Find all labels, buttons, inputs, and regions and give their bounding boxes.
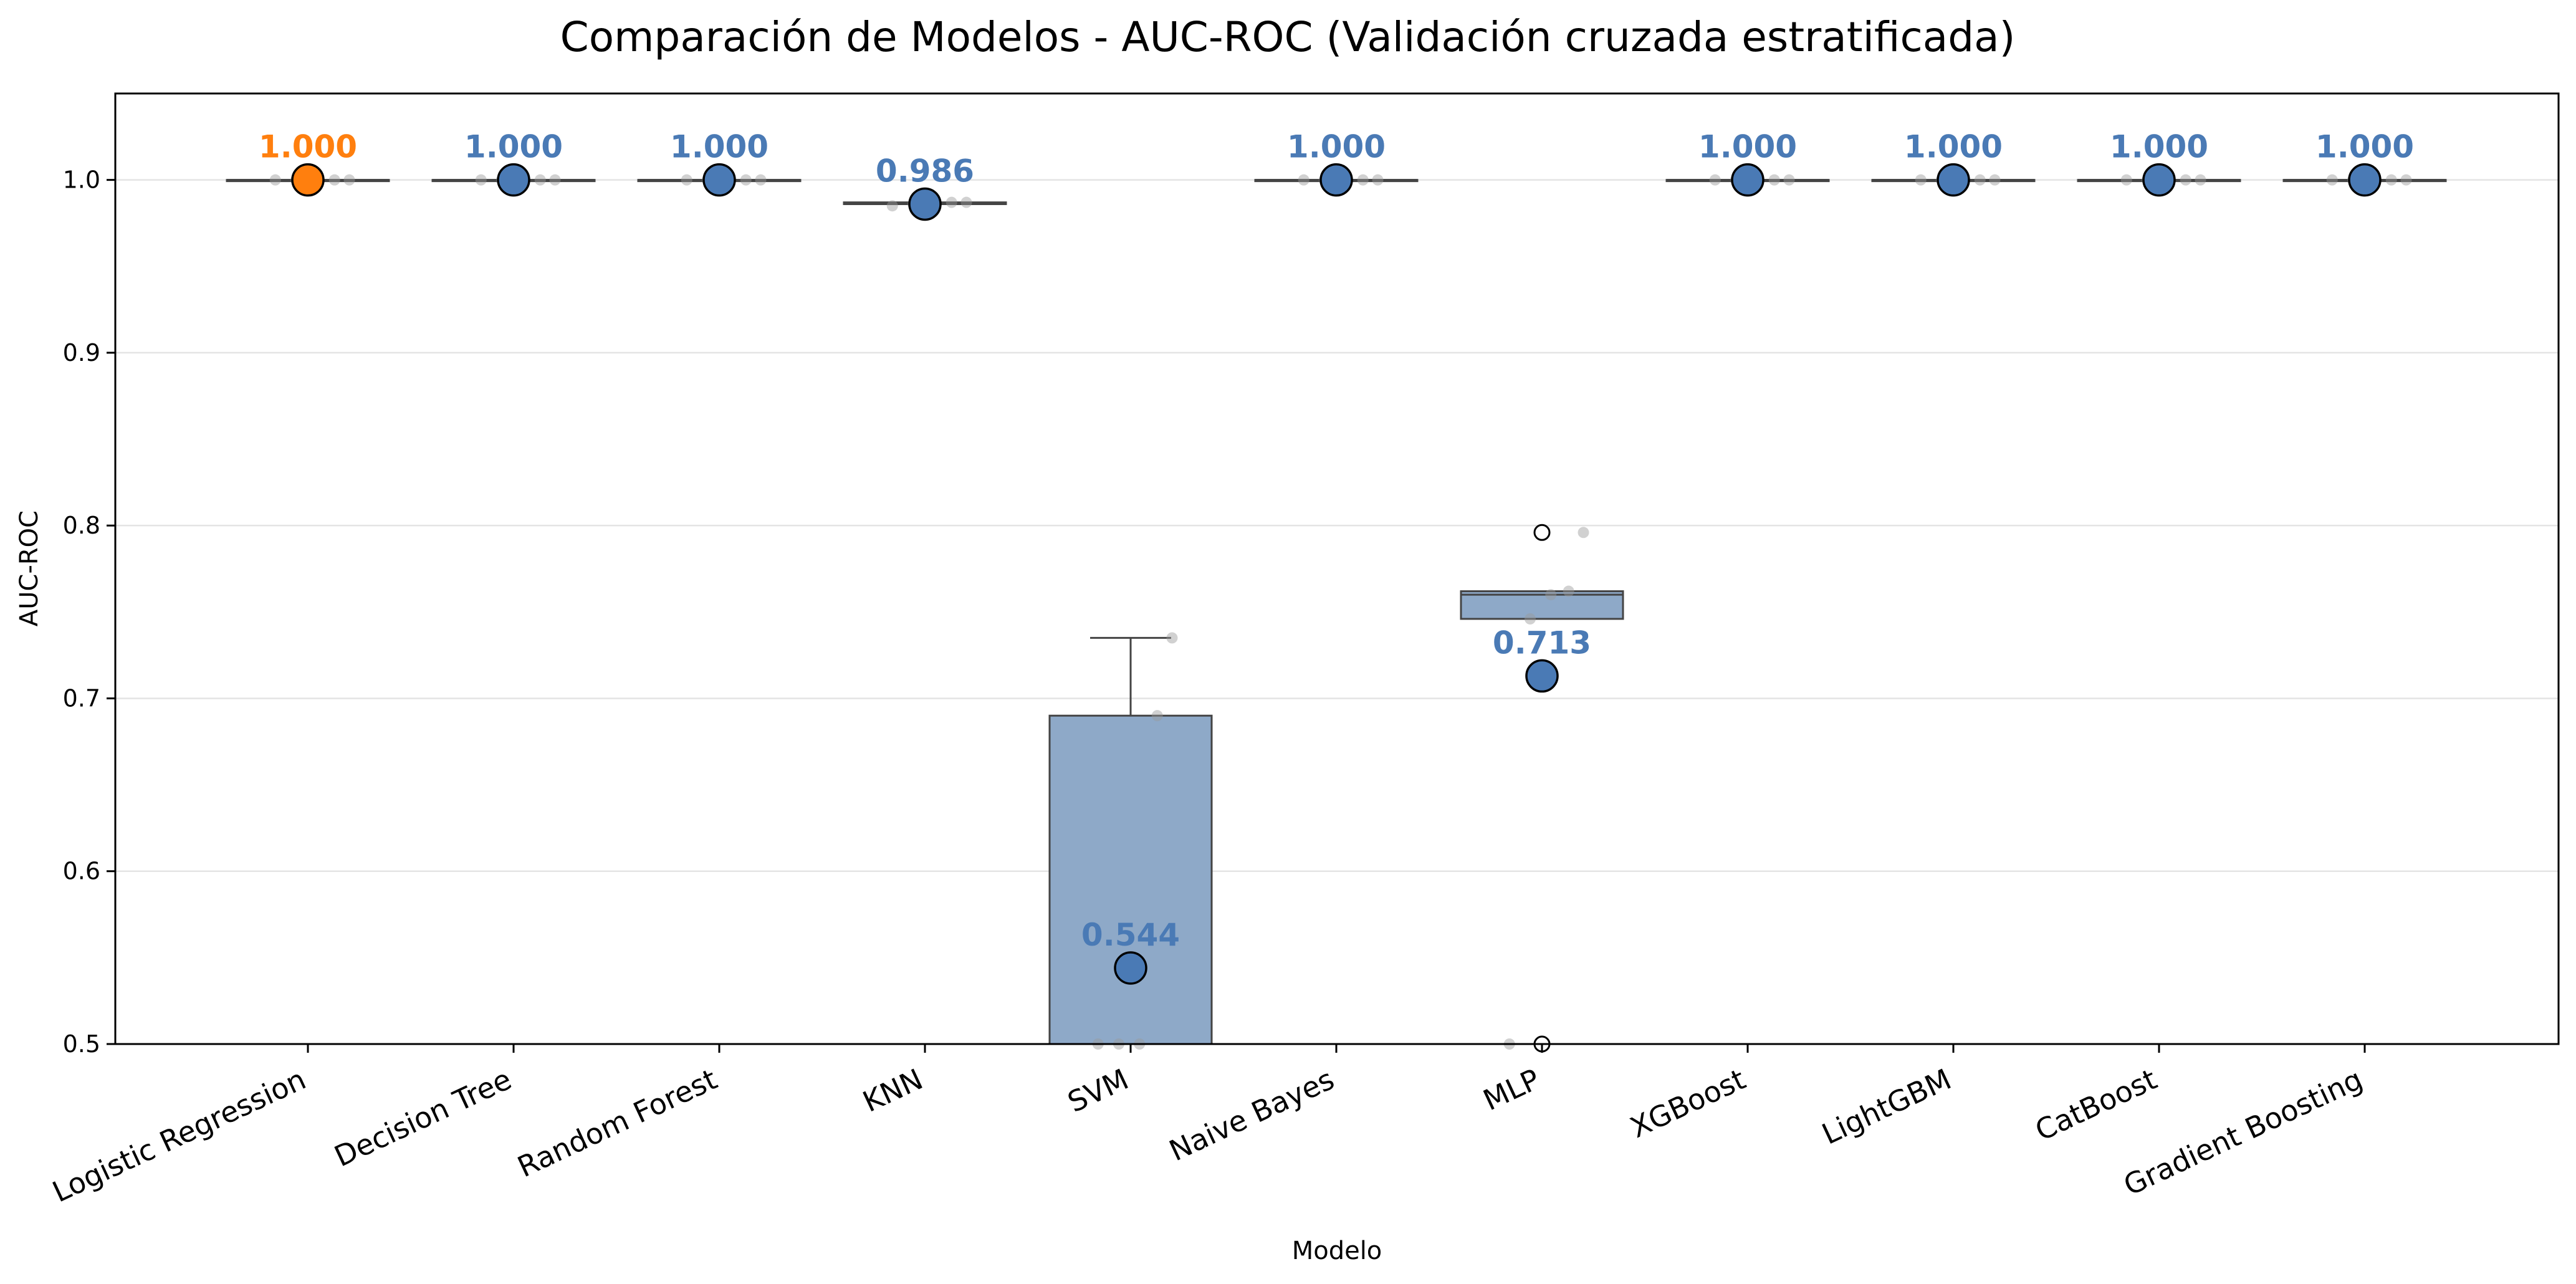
fold-point	[2385, 174, 2397, 186]
y-tick-label: 0.7	[63, 684, 100, 712]
mean-marker	[2142, 163, 2176, 197]
y-axis-ticks: 0.5 0.6 0.7 0.8 0.9 1.0	[63, 166, 115, 1058]
fold-point	[755, 174, 767, 186]
mean-marker	[291, 163, 325, 197]
fold-point	[681, 174, 692, 186]
mean-marker	[1319, 163, 1353, 197]
y-tick-label: 1.0	[63, 166, 100, 194]
mean-marker	[908, 187, 942, 221]
fold-point	[1768, 174, 1780, 186]
box-iqr	[1048, 714, 1213, 1045]
outlier-point	[1533, 524, 1551, 541]
fold-point	[1563, 585, 1574, 597]
chart-title: Comparación de Modelos - AUC-ROC (Valida…	[560, 13, 2016, 61]
x-tick-label: LightGBM	[1817, 1062, 1956, 1151]
fold-point	[1915, 174, 1927, 186]
mean-label: 1.000	[1698, 129, 1797, 165]
mean-marker	[2348, 163, 2382, 197]
fold-point	[343, 174, 355, 186]
fold-point	[1545, 589, 1557, 601]
mean-label: 1.000	[1904, 129, 2003, 165]
x-tick-label: MLP	[1478, 1062, 1544, 1117]
mean-label: 1.000	[1287, 129, 1386, 165]
fold-point	[886, 200, 898, 212]
x-axis-label: Modelo	[1292, 1237, 1382, 1265]
fold-point	[2120, 174, 2132, 186]
x-tick-label: Naive Bayes	[1164, 1062, 1339, 1167]
mean-label: 1.000	[2110, 129, 2208, 165]
mean-marker	[1525, 659, 1559, 693]
fold-points	[269, 174, 2412, 1050]
x-tick-label: XGBoost	[1625, 1062, 1750, 1144]
fold-point	[1578, 527, 1589, 539]
x-tick-label: Decision Tree	[329, 1062, 516, 1173]
fold-point	[534, 174, 546, 186]
mean-marker	[1937, 163, 1970, 197]
gridlines	[115, 179, 2559, 1045]
fold-point	[946, 196, 957, 208]
y-axis-label: AUC-ROC	[15, 510, 44, 626]
fold-point	[2195, 174, 2206, 186]
fold-point	[1372, 174, 1384, 186]
x-tick-label: CatBoost	[2030, 1062, 2162, 1147]
mean-label: 1.000	[259, 129, 357, 165]
fold-point	[740, 174, 752, 186]
fold-point	[269, 174, 281, 186]
fold-point	[2326, 174, 2338, 186]
fold-point	[1709, 174, 1721, 186]
mean-label: 0.713	[1493, 625, 1591, 661]
mean-marker	[702, 163, 736, 197]
mean-label: 0.544	[1081, 917, 1180, 953]
fold-point	[328, 174, 340, 186]
fold-point	[2400, 174, 2412, 186]
mean-marker	[1731, 163, 1764, 197]
mean-label: 1.000	[2315, 129, 2414, 165]
fold-point	[1151, 710, 1163, 722]
mean-markers: 1.000 1.000 1.000 0.986 0.544 1.000 0.713 1.000…	[259, 129, 2414, 985]
fold-point	[960, 196, 972, 208]
mean-label: 1.000	[670, 129, 768, 165]
fold-point	[1783, 174, 1795, 186]
fold-point	[1298, 174, 1310, 186]
y-tick-label: 0.6	[63, 858, 100, 885]
box-mlp	[1460, 524, 1624, 1053]
fold-point	[1974, 174, 1986, 186]
box-svm	[1048, 636, 1213, 1045]
plot-frame	[114, 92, 2560, 1045]
box-plots	[226, 179, 2447, 1053]
fold-point	[1989, 174, 2001, 186]
mean-marker	[497, 163, 530, 197]
mean-marker	[1114, 951, 1147, 985]
fold-point	[1357, 174, 1369, 186]
fold-point	[475, 174, 487, 186]
mean-label: 0.986	[876, 153, 974, 189]
x-tick-label: KNN	[858, 1062, 928, 1119]
fold-point	[1525, 613, 1536, 625]
y-tick-label: 0.9	[63, 339, 100, 367]
fold-point	[1166, 632, 1178, 644]
x-tick-label: Random Forest	[512, 1062, 722, 1184]
x-tick-label: Logistic Regression	[47, 1062, 311, 1209]
fold-point	[549, 174, 561, 186]
box-iqr	[1460, 590, 1624, 620]
fold-point	[2180, 174, 2191, 186]
y-tick-label: 0.5	[63, 1030, 100, 1058]
mean-label: 1.000	[464, 129, 563, 165]
x-tick-label: SVM	[1063, 1062, 1134, 1119]
y-tick-label: 0.8	[63, 512, 100, 539]
